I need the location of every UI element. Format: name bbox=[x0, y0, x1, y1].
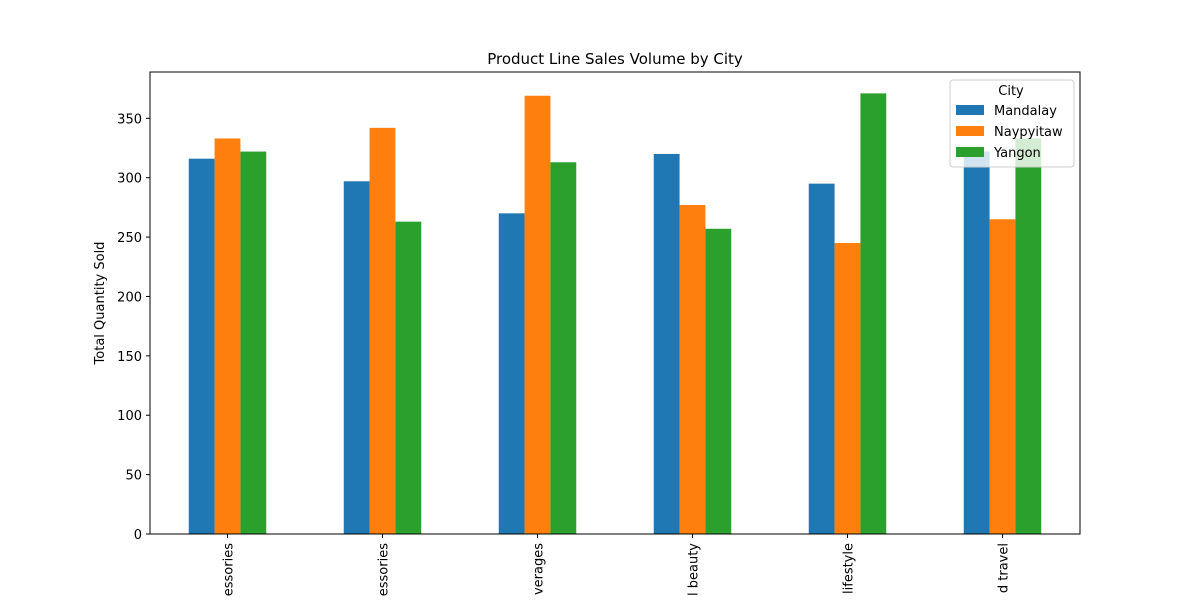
bar-naypyitaw-5 bbox=[989, 219, 1016, 534]
bar-naypyitaw-1 bbox=[369, 127, 396, 534]
legend-label-yangon: Yangon bbox=[993, 146, 1041, 161]
bar-mandalay-1 bbox=[343, 181, 370, 534]
legend-swatch-yangon bbox=[956, 147, 984, 157]
plot-area bbox=[149, 71, 1081, 535]
bar-naypyitaw-3 bbox=[679, 205, 706, 534]
legend-label-naypyitaw: Naypyitaw bbox=[994, 125, 1063, 140]
x-tick-label: l beauty bbox=[687, 543, 702, 596]
y-axis-label: Total Quantity Sold bbox=[93, 242, 108, 366]
bar-yangon-3 bbox=[705, 228, 732, 534]
bar-mandalay-5 bbox=[963, 151, 990, 534]
legend-swatch-naypyitaw bbox=[956, 126, 984, 136]
bar-yangon-2 bbox=[550, 162, 577, 534]
y-tick-label: 350 bbox=[117, 112, 142, 127]
bar-naypyitaw-4 bbox=[834, 243, 861, 534]
y-tick-label: 100 bbox=[117, 409, 142, 424]
x-tick-label: essories bbox=[222, 543, 237, 596]
x-axis: essories essories verages l beauty lifestyle… bbox=[222, 534, 1012, 596]
bar-yangon-4 bbox=[860, 93, 887, 534]
x-tick-label: d travel bbox=[997, 543, 1012, 593]
axes-frame bbox=[149, 71, 1081, 535]
bar-yangon-1 bbox=[395, 221, 422, 534]
legend-title: City bbox=[998, 84, 1024, 99]
bar-yangon-5 bbox=[1015, 138, 1042, 534]
legend-box bbox=[949, 79, 1075, 168]
y-axis: 0 50 100 150 200 250 300 350 bbox=[117, 112, 150, 543]
bar-mandalay-2 bbox=[498, 213, 525, 534]
bar-mandalay-3 bbox=[653, 153, 680, 534]
bar-naypyitaw-2 bbox=[524, 95, 551, 534]
y-tick-label: 150 bbox=[117, 350, 142, 365]
x-tick-label: essories bbox=[377, 543, 392, 596]
legend: City Mandalay Naypyitaw Yangon bbox=[949, 79, 1075, 168]
bar-mandalay-4 bbox=[808, 183, 835, 534]
bar-mandalay-0 bbox=[188, 158, 215, 534]
y-tick-label: 300 bbox=[117, 172, 142, 187]
x-tick-label: verages bbox=[532, 543, 547, 595]
y-tick-label: 250 bbox=[117, 231, 142, 246]
y-tick-label: 50 bbox=[125, 469, 142, 484]
x-tick-label: lifestyle bbox=[842, 543, 857, 594]
legend-swatch-mandalay bbox=[956, 105, 984, 115]
legend-label-mandalay: Mandalay bbox=[994, 104, 1057, 119]
y-tick-label: 200 bbox=[117, 290, 142, 305]
bar-naypyitaw-0 bbox=[214, 138, 241, 534]
bar-yangon-0 bbox=[240, 151, 267, 534]
chart-title: Product Line Sales Volume by City bbox=[487, 50, 743, 68]
y-tick-label: 0 bbox=[134, 528, 142, 543]
